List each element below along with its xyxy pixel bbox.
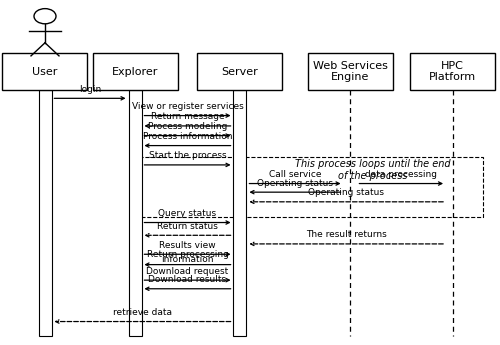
Text: login: login: [79, 85, 101, 94]
Text: This process loops until the end
of the process: This process loops until the end of the …: [294, 159, 450, 181]
Text: View or register services: View or register services: [132, 102, 244, 111]
Text: HPC
Platform: HPC Platform: [429, 61, 476, 82]
Text: Return processing: Return processing: [146, 250, 228, 259]
Bar: [128, 90, 141, 336]
Text: Download request: Download request: [146, 267, 228, 276]
Text: Process information: Process information: [143, 132, 232, 141]
Bar: [92, 53, 178, 90]
Text: Call service: Call service: [269, 170, 321, 179]
Text: Results view: Results view: [159, 241, 216, 250]
Text: User: User: [32, 67, 58, 77]
Bar: [308, 53, 392, 90]
Text: Server: Server: [222, 67, 258, 77]
Text: Explorer: Explorer: [112, 67, 158, 77]
Text: Query status: Query status: [158, 209, 216, 218]
Text: Return status: Return status: [157, 222, 218, 231]
Text: information: information: [161, 255, 214, 264]
Text: data processing: data processing: [365, 170, 437, 179]
Bar: [38, 90, 52, 336]
Text: Start the process: Start the process: [148, 151, 226, 160]
Bar: [2, 53, 87, 90]
Bar: [410, 53, 495, 90]
Text: Operating status: Operating status: [308, 188, 384, 197]
Text: retrieve data: retrieve data: [113, 308, 172, 317]
Text: Web Services
Engine: Web Services Engine: [312, 61, 388, 82]
Bar: [135, 157, 482, 217]
Text: Download results: Download results: [148, 275, 226, 284]
Text: Return message: Return message: [150, 112, 224, 121]
Bar: [198, 53, 282, 90]
Text: Process modeling: Process modeling: [148, 122, 227, 131]
Bar: [234, 90, 246, 336]
Text: The result returns: The result returns: [306, 230, 386, 239]
Text: Operating status: Operating status: [257, 179, 333, 188]
